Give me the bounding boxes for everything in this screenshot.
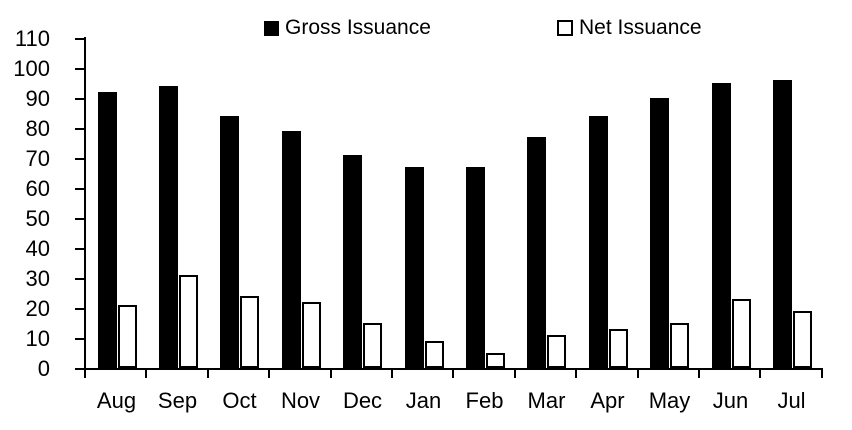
bar-gross-may: [650, 98, 669, 368]
y-tick-label: 40: [25, 236, 50, 261]
bar-gross-nov: [282, 131, 301, 368]
bar-gross-jan: [405, 167, 424, 368]
x-tick-label: Sep: [157, 388, 198, 413]
x-axis-tick: [268, 370, 270, 378]
x-axis-tick: [330, 370, 332, 378]
bar-gross-jul: [773, 80, 792, 368]
x-axis-tick: [698, 370, 700, 378]
x-axis-tick: [84, 370, 86, 378]
legend-swatch-net-icon: [557, 20, 573, 36]
bar-net-sep: [179, 275, 198, 368]
y-tick-label: 110: [14, 26, 50, 51]
x-axis-tick: [391, 370, 393, 378]
x-tick-label: Mar: [527, 388, 566, 413]
x-axis-tick: [207, 370, 209, 378]
x-tick-label: Jun: [712, 388, 749, 413]
bar-net-jun: [732, 299, 751, 368]
y-tick-label: 70: [25, 146, 50, 171]
x-axis-tick: [145, 370, 147, 378]
bar-gross-aug: [98, 92, 117, 368]
bar-net-apr: [609, 329, 628, 368]
y-tick-label: 30: [25, 266, 50, 291]
y-axis-tick: [75, 308, 84, 310]
y-axis-tick: [75, 248, 84, 250]
x-tick-label: Apr: [590, 388, 625, 413]
legend-item-gross-issuance: Gross Issuance: [264, 17, 431, 39]
y-axis-tick: [75, 38, 84, 40]
x-tick-label: Jan: [405, 388, 442, 413]
x-tick-label: Aug: [96, 388, 137, 413]
bar-gross-oct: [220, 116, 239, 368]
x-axis-tick: [514, 370, 516, 378]
bar-net-may: [670, 323, 689, 368]
x-tick-label: Feb: [465, 388, 504, 413]
y-axis-tick: [75, 68, 84, 70]
y-tick-label: 80: [25, 116, 50, 141]
bar-net-aug: [118, 305, 137, 368]
x-axis-tick: [821, 370, 823, 378]
y-axis-tick: [75, 368, 84, 370]
y-axis-line: [84, 37, 86, 370]
x-axis-tick: [637, 370, 639, 378]
y-tick-label: 20: [25, 296, 50, 321]
x-axis-tick: [452, 370, 454, 378]
x-tick-label: Dec: [342, 388, 383, 413]
legend-item-net-issuance: Net Issuance: [557, 17, 702, 39]
bar-gross-dec: [343, 155, 362, 368]
legend-label-net: Net Issuance: [579, 16, 702, 39]
y-axis-tick: [75, 338, 84, 340]
x-tick-label: May: [648, 388, 691, 413]
y-tick-label: 100: [13, 56, 50, 81]
y-axis-tick: [75, 158, 84, 160]
bar-gross-feb: [466, 167, 485, 368]
y-axis-tick: [75, 188, 84, 190]
y-tick-label: 60: [25, 176, 50, 201]
bar-net-dec: [363, 323, 382, 368]
bar-gross-jun: [712, 83, 731, 368]
y-axis-tick: [75, 218, 84, 220]
y-tick-label: 10: [25, 326, 50, 351]
legend-label-gross: Gross Issuance: [285, 16, 431, 39]
x-axis-tick: [759, 370, 761, 378]
y-tick-label: 90: [25, 86, 50, 111]
y-tick-label: 50: [25, 206, 50, 231]
bar-net-nov: [302, 302, 321, 368]
y-axis-tick: [75, 128, 84, 130]
bar-gross-sep: [159, 86, 178, 368]
bar-net-jan: [425, 341, 444, 368]
bar-net-feb: [486, 353, 505, 368]
bar-gross-mar: [527, 137, 546, 368]
bar-net-mar: [547, 335, 566, 368]
bar-net-jul: [793, 311, 812, 368]
x-axis-line: [84, 368, 823, 370]
x-axis-tick: [575, 370, 577, 378]
x-tick-label: Oct: [222, 388, 257, 413]
x-tick-label: Jul: [777, 388, 806, 413]
y-tick-label: 0: [37, 356, 50, 381]
y-axis-tick: [75, 98, 84, 100]
bar-net-oct: [240, 296, 259, 368]
y-axis-tick: [75, 278, 84, 280]
legend-swatch-gross-icon: [264, 20, 279, 36]
x-tick-label: Nov: [280, 388, 321, 413]
bar-gross-apr: [589, 116, 608, 368]
